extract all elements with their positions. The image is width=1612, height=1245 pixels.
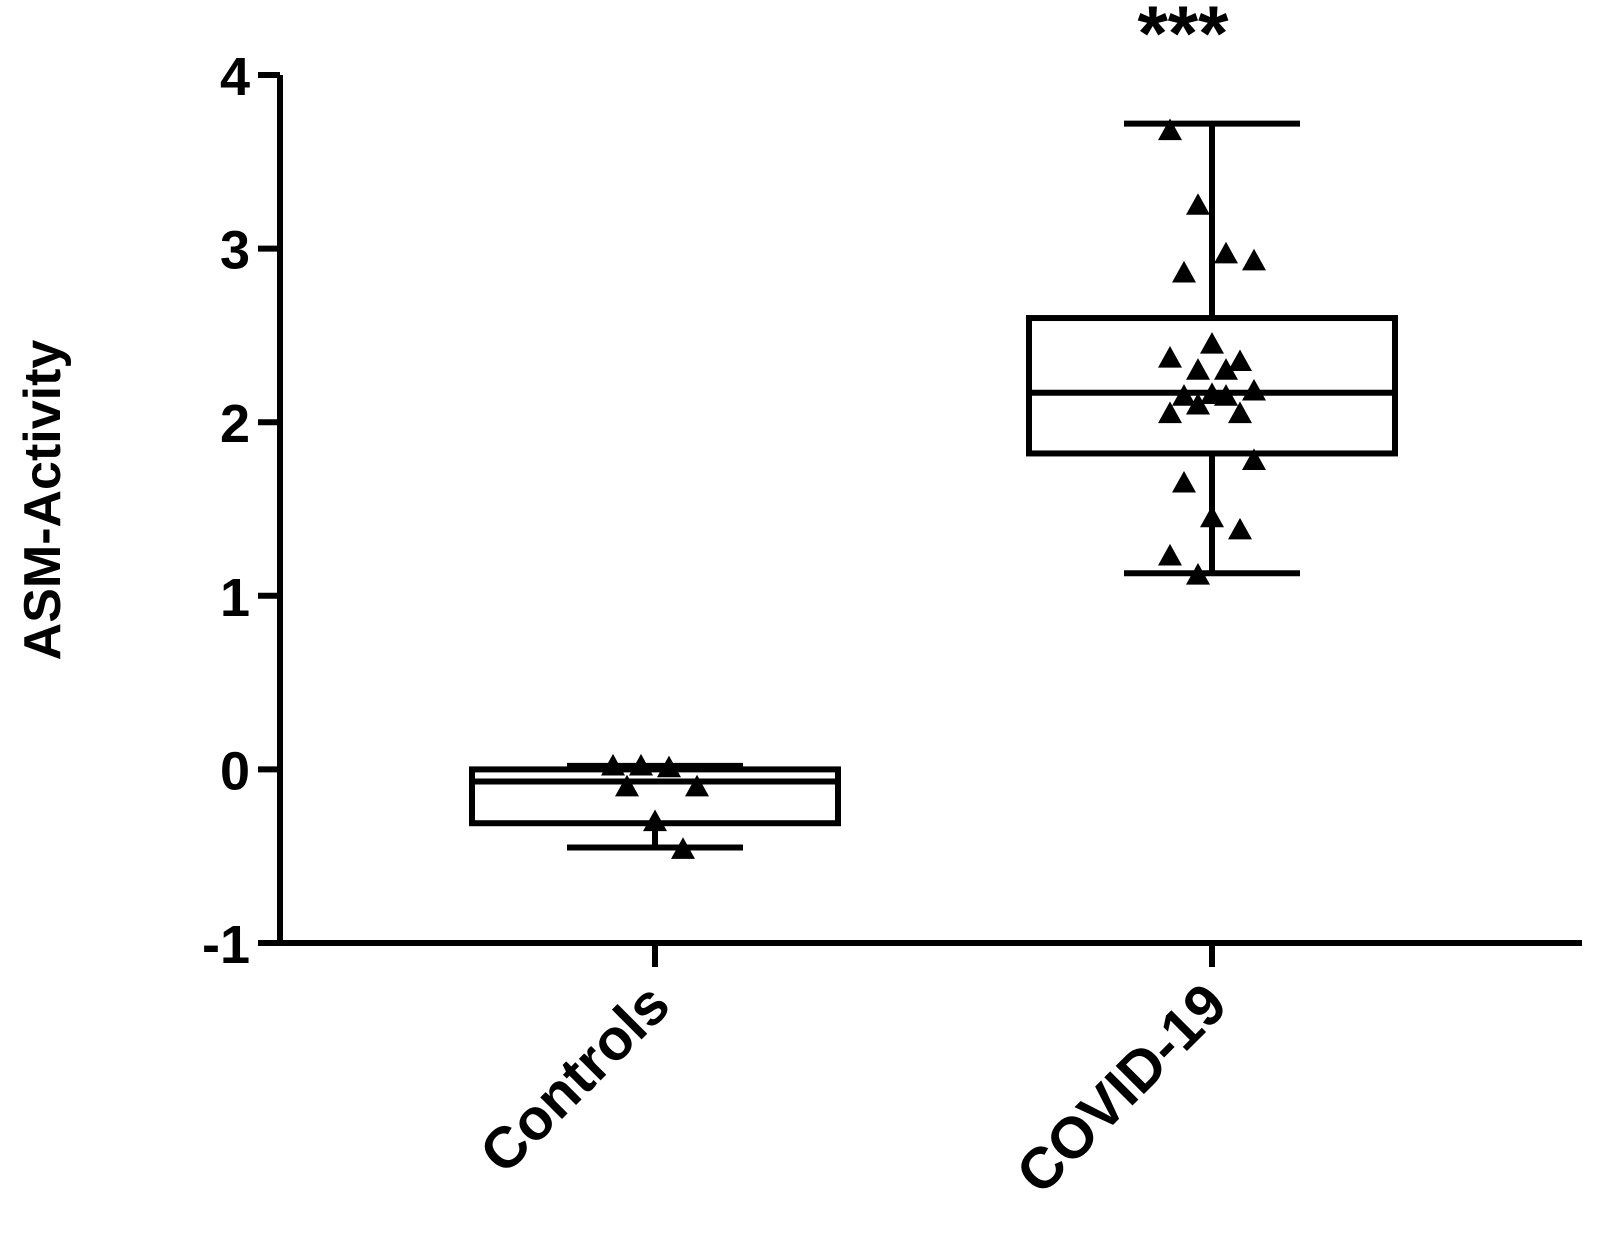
data-point-triangle	[1242, 378, 1266, 401]
data-point-triangle	[671, 837, 695, 859]
data-point-triangle	[1228, 349, 1252, 372]
data-point-triangle	[1172, 470, 1196, 493]
data-point-triangle	[643, 809, 667, 832]
data-point-triangle	[1200, 332, 1224, 354]
y-axis-label: ASM-Activity	[14, 340, 72, 661]
y-tick-label: 2	[220, 394, 250, 454]
y-tick-label: 3	[220, 221, 250, 281]
y-tick-label: 4	[220, 47, 250, 107]
data-point-triangle	[1214, 358, 1238, 380]
data-point-triangle	[1158, 345, 1182, 368]
x-tick-label: Controls	[468, 971, 683, 1186]
data-point-triangle	[615, 774, 639, 797]
box-controls	[469, 762, 841, 851]
x-tick-label: COVID-19	[1004, 971, 1239, 1206]
data-point-triangle	[1186, 193, 1210, 215]
data-point-triangle	[1158, 118, 1182, 141]
data-point-triangle	[1186, 392, 1210, 415]
significance-marker: ***	[1137, 0, 1229, 77]
data-point-triangle	[1214, 384, 1238, 406]
axes: -1 0 1 2 3 4 Controls COVID-19	[202, 47, 1582, 1206]
boxes	[469, 120, 1398, 851]
data-point-triangle	[1158, 543, 1182, 566]
data-point-triangle	[1242, 448, 1266, 470]
data-point-triangle	[1228, 401, 1252, 424]
data-point-triangle	[1214, 241, 1238, 264]
data-point-triangle	[1158, 401, 1182, 424]
data-point-triangle	[685, 774, 709, 797]
data-point-triangle	[1228, 517, 1252, 540]
y-tick-label: -1	[202, 915, 250, 975]
data-points	[601, 118, 1266, 859]
data-point-triangle	[1186, 562, 1210, 585]
box-iqr	[1026, 315, 1398, 457]
y-tick-label: 0	[220, 741, 250, 801]
box-covid-19	[1026, 120, 1398, 577]
data-point-triangle	[1172, 384, 1196, 406]
data-point-triangle	[1186, 358, 1210, 380]
data-point-triangle	[1200, 505, 1224, 528]
data-point-triangle	[1172, 260, 1196, 283]
data-point-triangle	[1242, 248, 1266, 271]
data-point-triangle	[629, 753, 653, 776]
data-point-triangle	[601, 753, 625, 776]
data-point-triangle	[657, 755, 681, 778]
y-tick-label: 1	[220, 568, 250, 628]
